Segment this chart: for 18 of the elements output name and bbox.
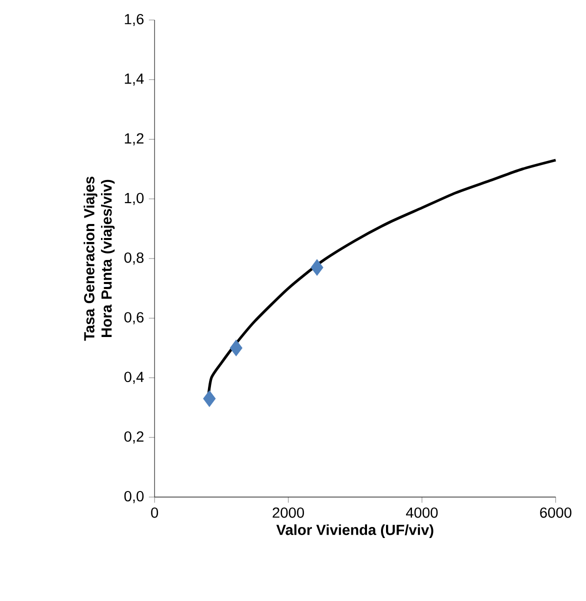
x-tick-label: 4000 bbox=[406, 507, 438, 518]
x-tick-label: 6000 bbox=[540, 507, 572, 518]
point bbox=[202, 390, 216, 407]
point bbox=[230, 340, 242, 356]
y-tick-label: 0,2 bbox=[124, 431, 144, 444]
y-tick-label: 1,4 bbox=[124, 74, 144, 86]
x-tick-label: 0 bbox=[150, 507, 158, 518]
y-tick-label: 1,2 bbox=[124, 133, 144, 146]
point bbox=[310, 259, 324, 276]
y-tick-label: 0,0 bbox=[124, 491, 144, 504]
x-tick-label: 2000 bbox=[272, 507, 304, 518]
x-axis-title: Valor Vivienda (UF/viv) bbox=[276, 524, 434, 538]
y-tick-label: 1,0 bbox=[124, 192, 144, 205]
y-tick-label: 1,6 bbox=[124, 14, 144, 26]
y-axis-title: Tasa Generacion Viajes Hora Punta (viajes/viv) bbox=[84, 176, 114, 341]
y-tick-label: 0,4 bbox=[124, 372, 144, 384]
y-tick-label: 0,6 bbox=[124, 312, 144, 324]
y-tick-label: 0,8 bbox=[124, 252, 144, 265]
